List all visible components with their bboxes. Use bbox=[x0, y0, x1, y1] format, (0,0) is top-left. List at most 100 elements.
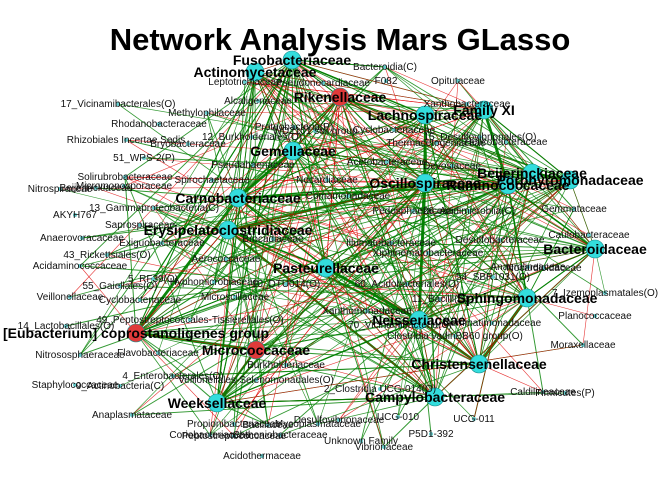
edge-positive bbox=[424, 182, 575, 210]
node-dot bbox=[68, 295, 72, 299]
edge-positive bbox=[526, 208, 575, 299]
edge-negative bbox=[285, 283, 528, 299]
node-label: Xiphinematobacteraceae bbox=[373, 248, 484, 259]
node-dot bbox=[365, 309, 369, 313]
edge-negative bbox=[216, 96, 341, 404]
edge-positive bbox=[124, 176, 137, 334]
node-label: Burkholderiaceae bbox=[247, 360, 325, 371]
edge-positive bbox=[254, 71, 327, 269]
node-dot bbox=[232, 434, 236, 438]
node-label: 15_Desulfovibrionales(O) bbox=[424, 132, 537, 143]
edge-positive bbox=[237, 150, 294, 199]
node-label: UCG-011 bbox=[453, 414, 495, 425]
edge-negative bbox=[79, 265, 137, 334]
edge-positive bbox=[213, 71, 256, 283]
edge-layer bbox=[59, 59, 606, 448]
edge-negative bbox=[255, 349, 436, 398]
edge-positive bbox=[131, 114, 426, 416]
node-bacteroidaceae bbox=[585, 239, 605, 259]
edge-negative bbox=[237, 109, 485, 199]
edge-positive bbox=[257, 100, 485, 111]
edge-negative bbox=[292, 142, 437, 152]
node-label: AKYH767 bbox=[53, 210, 97, 221]
node-actinomycetaceae bbox=[245, 62, 265, 82]
edge-positive bbox=[507, 184, 528, 299]
node-label: 70_Vicinamibacteria(C) bbox=[348, 320, 452, 331]
node-label: Bacillaceae bbox=[242, 420, 294, 431]
node-label: Veillonellaceae bbox=[37, 292, 104, 303]
node-ruminococcaceae bbox=[498, 175, 518, 195]
edge-positive bbox=[254, 71, 426, 184]
node-dot bbox=[123, 175, 127, 179]
edge-positive bbox=[451, 109, 485, 167]
edge-positive bbox=[124, 176, 218, 404]
node-pasteurellaceae bbox=[316, 258, 336, 278]
node-dot bbox=[256, 99, 260, 103]
node-dot bbox=[359, 439, 363, 443]
edge-positive bbox=[209, 179, 571, 436]
node-dot bbox=[389, 241, 393, 245]
edge-negative bbox=[424, 182, 529, 268]
node-dot bbox=[243, 80, 247, 84]
node-dot bbox=[73, 213, 77, 217]
edge-positive bbox=[161, 242, 436, 398]
node-label: F082 bbox=[375, 76, 398, 87]
node-dot bbox=[64, 324, 68, 328]
node-label: Hyphomicrobiaceae bbox=[170, 277, 259, 288]
node-label: Clostridia vadinBB60 group(O) bbox=[387, 331, 523, 342]
edge-positive bbox=[339, 96, 596, 250]
node-label: 7_Izemoplasmatales(O) bbox=[552, 288, 658, 299]
node-dot bbox=[504, 140, 508, 144]
node-porphyromonadaceae bbox=[560, 170, 580, 190]
node-dot bbox=[572, 207, 576, 211]
edge-positive bbox=[254, 71, 480, 365]
edge-negative bbox=[255, 182, 426, 351]
node-dot bbox=[490, 321, 494, 325]
node-label: Acidothermaceae bbox=[223, 451, 301, 462]
edge-positive bbox=[233, 297, 528, 437]
edge-negative bbox=[255, 150, 294, 351]
edge-positive bbox=[79, 59, 293, 356]
node-dot bbox=[316, 422, 320, 426]
edge-positive bbox=[272, 238, 596, 250]
node-dot bbox=[118, 384, 122, 388]
node-dot bbox=[467, 209, 471, 213]
edge-positive bbox=[360, 319, 420, 442]
node-dot bbox=[171, 374, 175, 378]
edge-negative bbox=[125, 139, 294, 152]
edge-positive bbox=[157, 71, 256, 354]
edge-positive bbox=[291, 59, 426, 116]
edge-positive bbox=[237, 197, 327, 269]
node-dot bbox=[426, 251, 430, 255]
hub-label-family-xi: Family XI bbox=[453, 102, 514, 118]
node-label: Coriobacteriaceae bbox=[169, 430, 251, 441]
node-beijerinckiaceae bbox=[522, 163, 542, 183]
node-label: Chthoniobacteraceae bbox=[232, 430, 328, 441]
node-label: WD2101 soil group bbox=[272, 126, 357, 137]
node-dot bbox=[456, 79, 460, 83]
hub-label-micrococcaceae: Micrococcaceae bbox=[202, 342, 310, 358]
edge-positive bbox=[325, 267, 480, 365]
hub-label-sphingomonadaceae: Sphingomonadaceae bbox=[457, 290, 598, 306]
edge-negative bbox=[339, 96, 575, 210]
node-label: Anaplasmataceae bbox=[92, 410, 172, 421]
node-dot bbox=[472, 417, 476, 421]
edge-positive bbox=[216, 59, 293, 404]
node-label: Nitrososphaeraceae bbox=[35, 350, 125, 361]
node-dot bbox=[292, 125, 296, 129]
edge-negative bbox=[291, 59, 485, 111]
node-label: 12_Burkholderiales(O) bbox=[202, 132, 302, 143]
edge-positive bbox=[279, 363, 480, 436]
edge-negative bbox=[227, 229, 436, 398]
node-dot bbox=[251, 163, 255, 167]
node-dot bbox=[346, 194, 350, 198]
edge-positive bbox=[366, 182, 426, 312]
node-dot bbox=[157, 122, 161, 126]
edge-positive bbox=[418, 114, 426, 321]
edge-negative bbox=[227, 184, 509, 231]
node-label: Pedosphaeraceae bbox=[372, 206, 454, 217]
node-dot bbox=[188, 318, 192, 322]
node-label: Cyclobacteriaceae bbox=[99, 295, 182, 306]
edge-negative bbox=[325, 80, 459, 269]
